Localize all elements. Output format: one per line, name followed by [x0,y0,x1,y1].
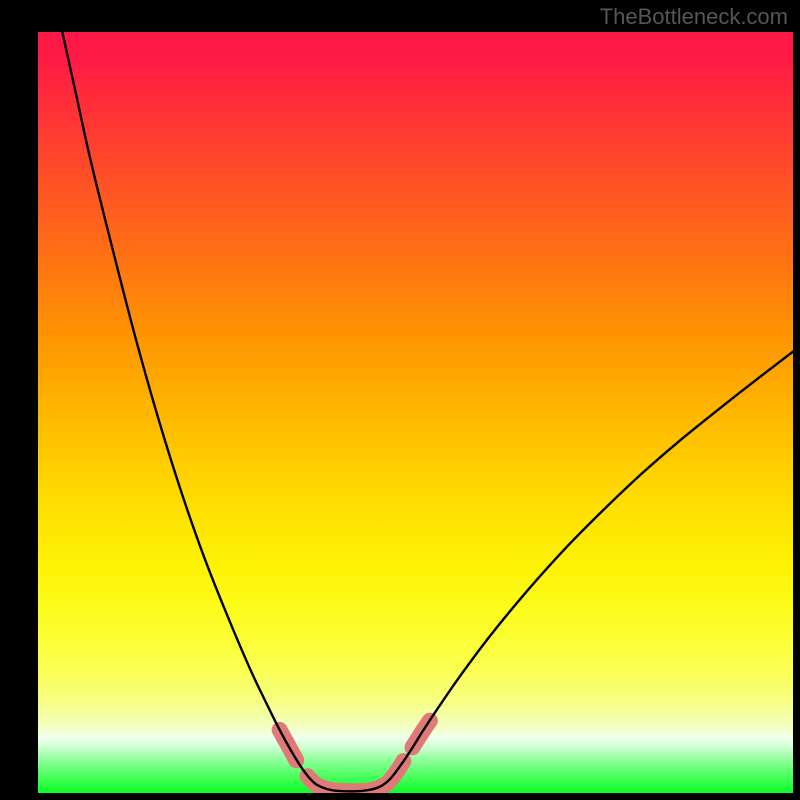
chart-curve-layer [38,32,793,793]
watermark-text: TheBottleneck.com [600,4,788,30]
chart-frame [38,32,793,793]
bottleneck-curve [61,32,793,791]
